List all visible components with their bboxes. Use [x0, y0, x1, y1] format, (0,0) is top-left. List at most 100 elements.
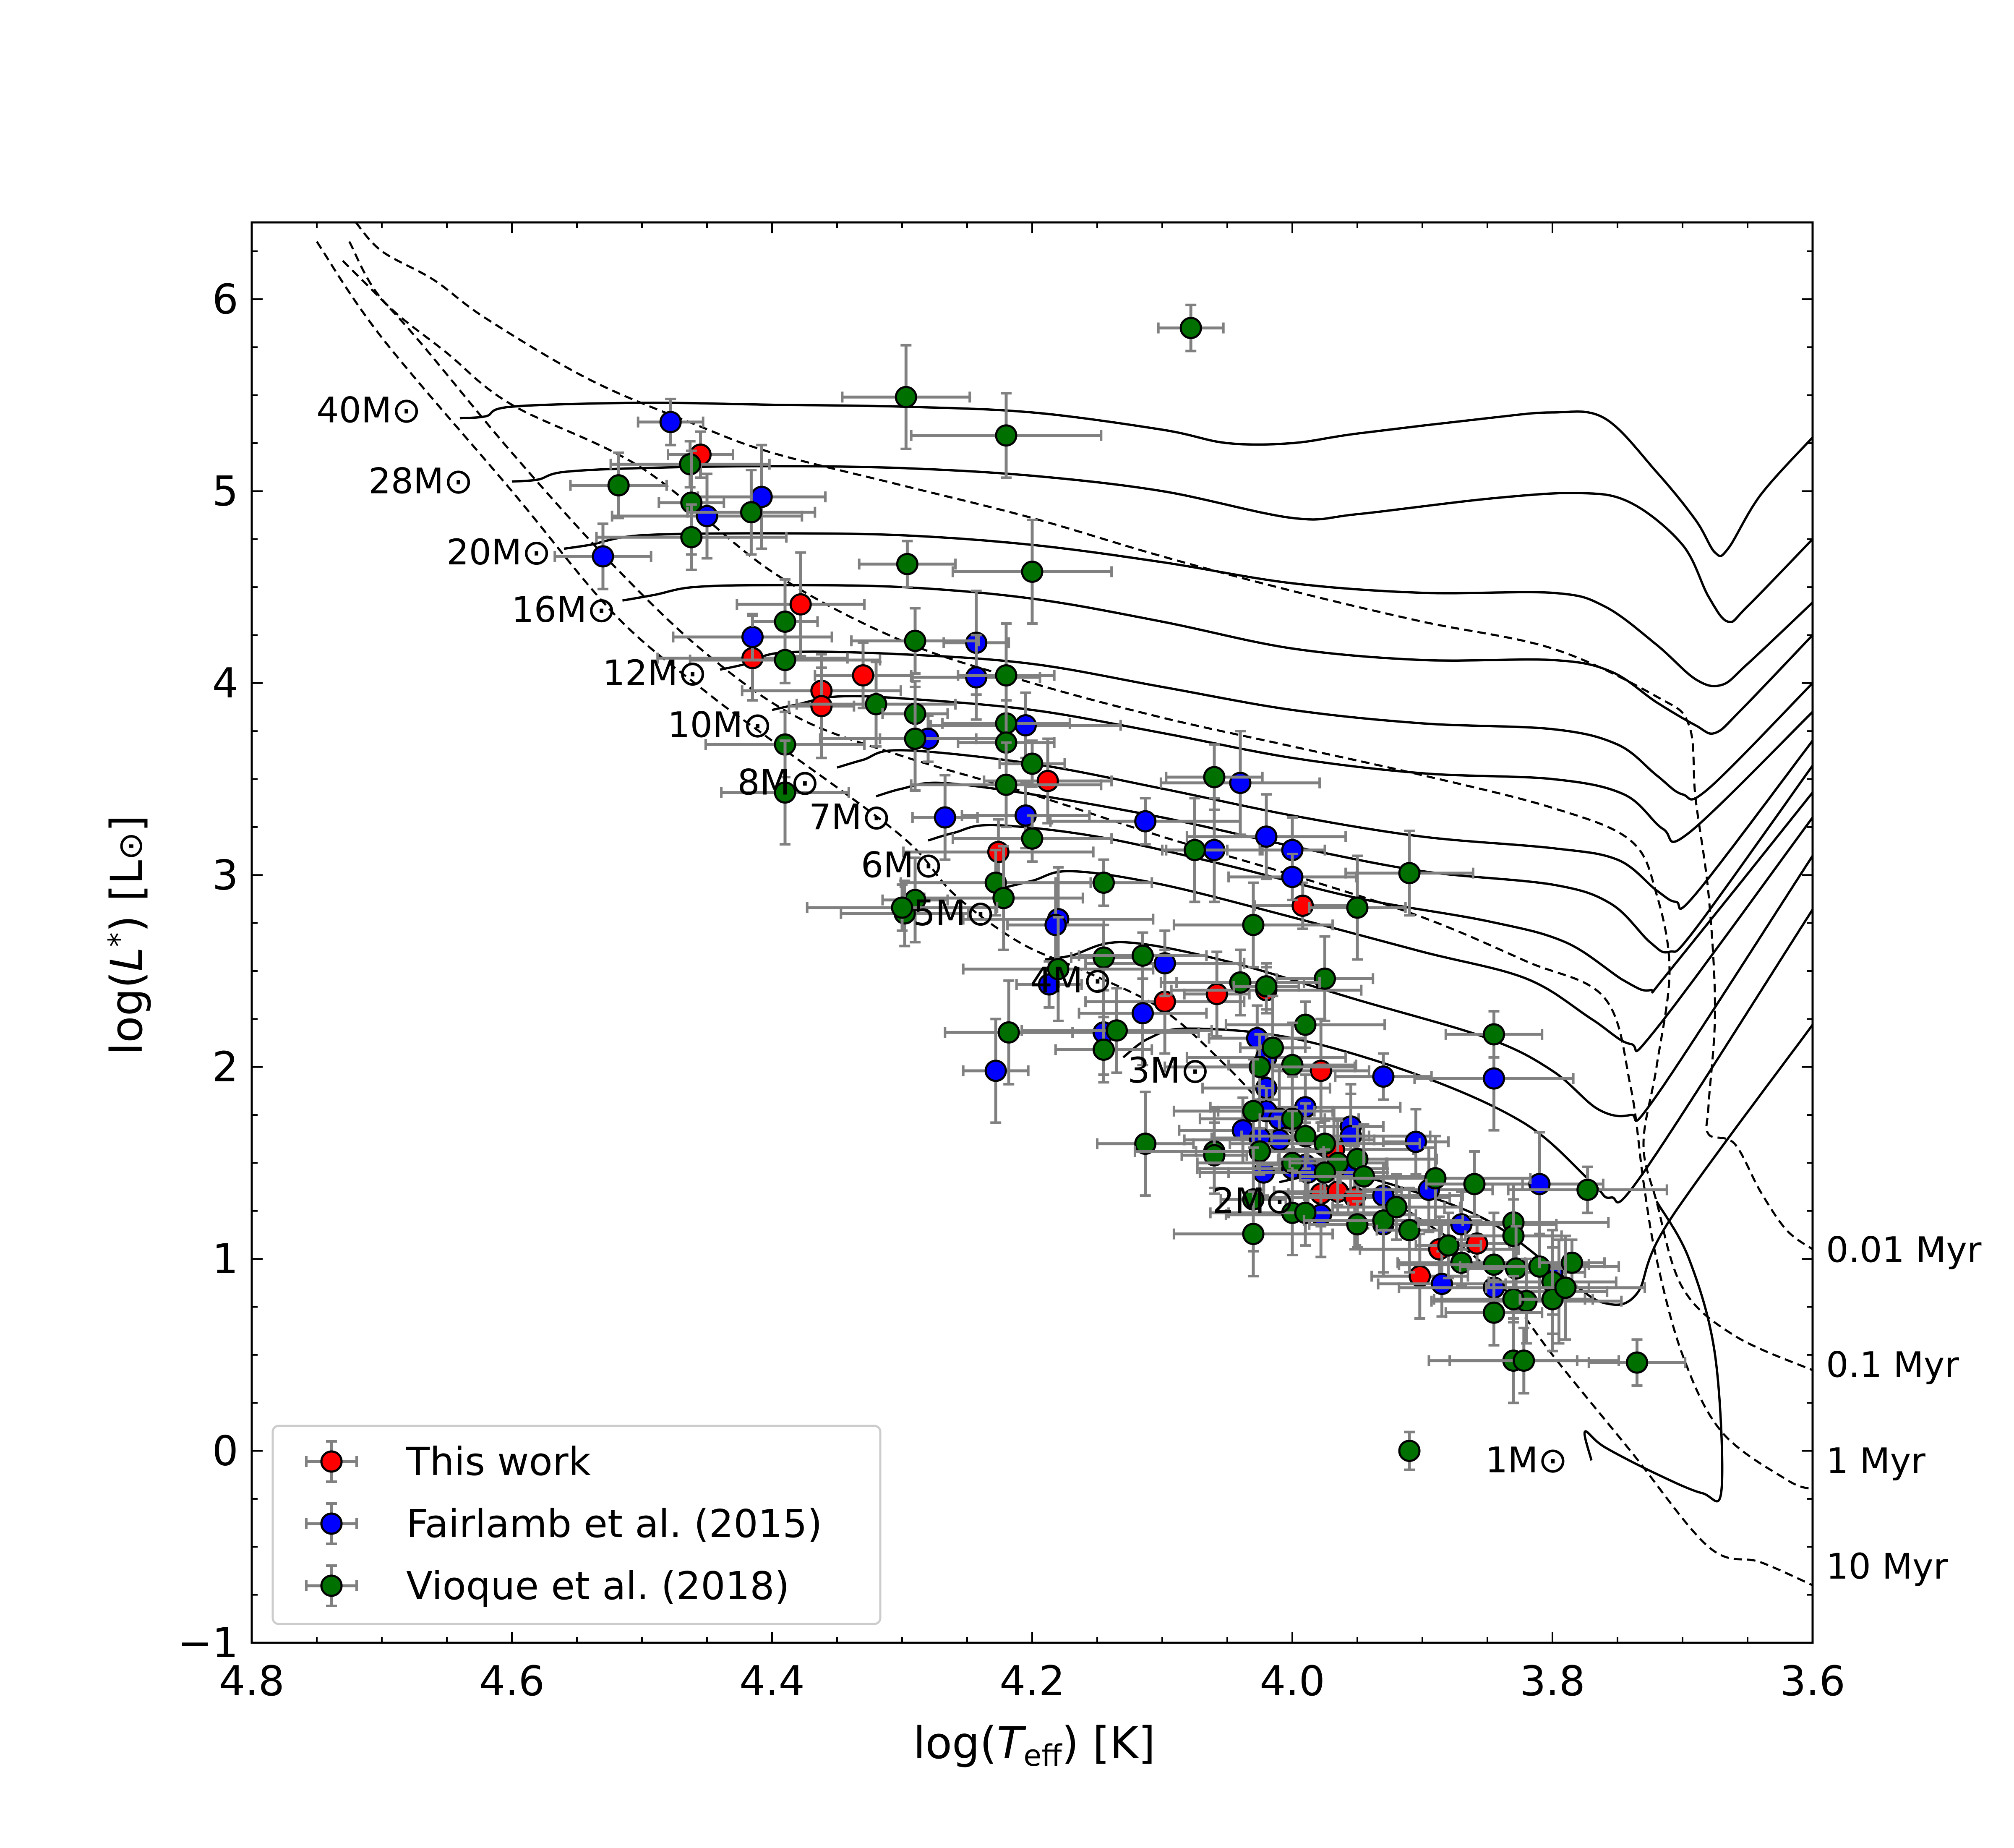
data-point	[1047, 958, 1070, 980]
data-point	[995, 773, 1017, 796]
evolutionary-track-12	[1122, 909, 1813, 1204]
data-point	[1281, 1054, 1304, 1076]
y-tick-label: 2	[212, 1044, 238, 1091]
x-tick-label: 4.6	[479, 1657, 545, 1705]
legend-label-this-work: This work	[406, 1439, 591, 1484]
data-point	[1554, 1276, 1577, 1299]
data-point	[1132, 944, 1154, 967]
data-point	[1576, 1178, 1599, 1201]
data-point	[997, 1021, 1020, 1044]
data-point	[789, 593, 812, 616]
mass-label: 40M⊙	[316, 389, 421, 431]
y-tick-label: −1	[178, 1619, 238, 1667]
data-point	[1483, 1067, 1505, 1090]
data-point	[1353, 1165, 1375, 1188]
legend: This work Fairlamb et al. (2015) Vioque …	[271, 1425, 882, 1625]
data-point	[1398, 862, 1421, 885]
data-point	[987, 840, 1010, 863]
data-point	[1483, 1253, 1505, 1276]
x-tick-label: 3.8	[1520, 1657, 1585, 1705]
data-point	[1184, 839, 1206, 861]
evolutionary-track-3	[564, 532, 1813, 687]
legend-marker-vioque-et-al-2018	[305, 1564, 358, 1607]
mass-label: 1M⊙	[1485, 1439, 1568, 1480]
y-tick-label: 3	[212, 851, 238, 899]
data-point	[1036, 770, 1059, 792]
data-point	[1513, 1349, 1535, 1372]
evolutionary-track-10	[993, 817, 1813, 1052]
legend-dot	[320, 1574, 343, 1597]
data-point	[659, 411, 682, 433]
data-point	[1294, 1125, 1317, 1147]
x-tick-label: 3.6	[1780, 1657, 1845, 1705]
isochrone-label: 1 Myr	[1826, 1440, 1925, 1481]
isochrone-1	[355, 222, 1813, 1250]
mass-label: 20M⊙	[446, 532, 551, 573]
data-point	[1450, 1213, 1473, 1236]
data-point	[592, 545, 614, 568]
x-tick-labels: 4.8 4.6 4.4 4.2 4.0 3.8 3.6	[219, 1657, 1845, 1705]
legend-box	[271, 1425, 882, 1625]
mass-label: 4M⊙	[1030, 960, 1112, 1001]
data-point	[1463, 1173, 1486, 1195]
data-point	[1346, 1213, 1369, 1236]
legend-marker-this-work	[305, 1440, 358, 1483]
one-solar-mass-marker	[1398, 1430, 1421, 1471]
data-point	[740, 501, 762, 524]
x-tick-label: 4.2	[999, 1657, 1065, 1705]
mass-label: 7M⊙	[809, 796, 891, 838]
annotations-layer: 40M⊙ 28M⊙ 20M⊙ 16M⊙ 12M⊙ 10M⊙ 8M⊙7M⊙ 6M⊙ 5M⊙ 4M⊙ 3…	[316, 389, 1982, 1587]
legend-marker-fairlamb-et-al-2015	[305, 1502, 358, 1545]
mass-label: 6M⊙	[861, 844, 943, 885]
data-point	[1242, 1223, 1265, 1245]
data-point	[1626, 1351, 1648, 1374]
isochrone-4	[316, 241, 1813, 1587]
data-point	[1021, 827, 1044, 850]
data-point	[904, 727, 926, 750]
data-point	[1255, 825, 1278, 848]
data-point	[1242, 914, 1265, 936]
data-point	[1179, 317, 1202, 339]
data-point	[1483, 1023, 1505, 1046]
data-point	[934, 806, 956, 829]
data-point	[1398, 1440, 1421, 1462]
mass-label: 2M⊙	[1212, 1180, 1294, 1222]
y-tick-labels: −1 0 1 2 3 4 5 6	[178, 276, 238, 1667]
series-vioque-et-al-2018	[569, 303, 1687, 1404]
data-point	[1314, 967, 1336, 990]
data-point	[1385, 1196, 1408, 1219]
y-tick-label: 5	[212, 467, 238, 515]
data-point	[984, 1060, 1007, 1082]
data-point	[1294, 1013, 1317, 1036]
x-tick-label: 4.4	[739, 1657, 805, 1705]
data-point	[1372, 1065, 1395, 1088]
legend-dot	[320, 1450, 343, 1473]
points-layer	[553, 303, 1687, 1404]
mass-label: 28M⊙	[368, 461, 473, 502]
data-point	[891, 896, 913, 919]
data-point	[1281, 866, 1304, 888]
data-point	[607, 474, 630, 497]
data-point	[1242, 1100, 1265, 1122]
data-point	[1405, 1130, 1427, 1153]
y-tick-label: 1	[212, 1235, 238, 1283]
data-point	[774, 649, 796, 671]
data-point	[1205, 983, 1228, 1005]
data-point	[1255, 975, 1278, 998]
data-point	[1044, 914, 1067, 936]
ticks-layer	[251, 222, 1813, 1644]
evolutionary-track-4	[622, 584, 1813, 735]
x-tick-label: 4.8	[219, 1657, 284, 1705]
data-point	[774, 610, 796, 633]
y-tick-label: 0	[212, 1428, 238, 1475]
mass-label: 5M⊙	[913, 893, 995, 934]
data-point	[1132, 1002, 1154, 1025]
data-point	[1134, 1133, 1157, 1155]
data-point	[1502, 1224, 1525, 1247]
data-point	[1093, 1039, 1115, 1061]
data-point	[895, 386, 917, 408]
data-point	[1021, 752, 1044, 775]
legend-label-vioque: Vioque et al. (2018)	[406, 1563, 790, 1608]
y-tick-label: 6	[212, 276, 238, 324]
